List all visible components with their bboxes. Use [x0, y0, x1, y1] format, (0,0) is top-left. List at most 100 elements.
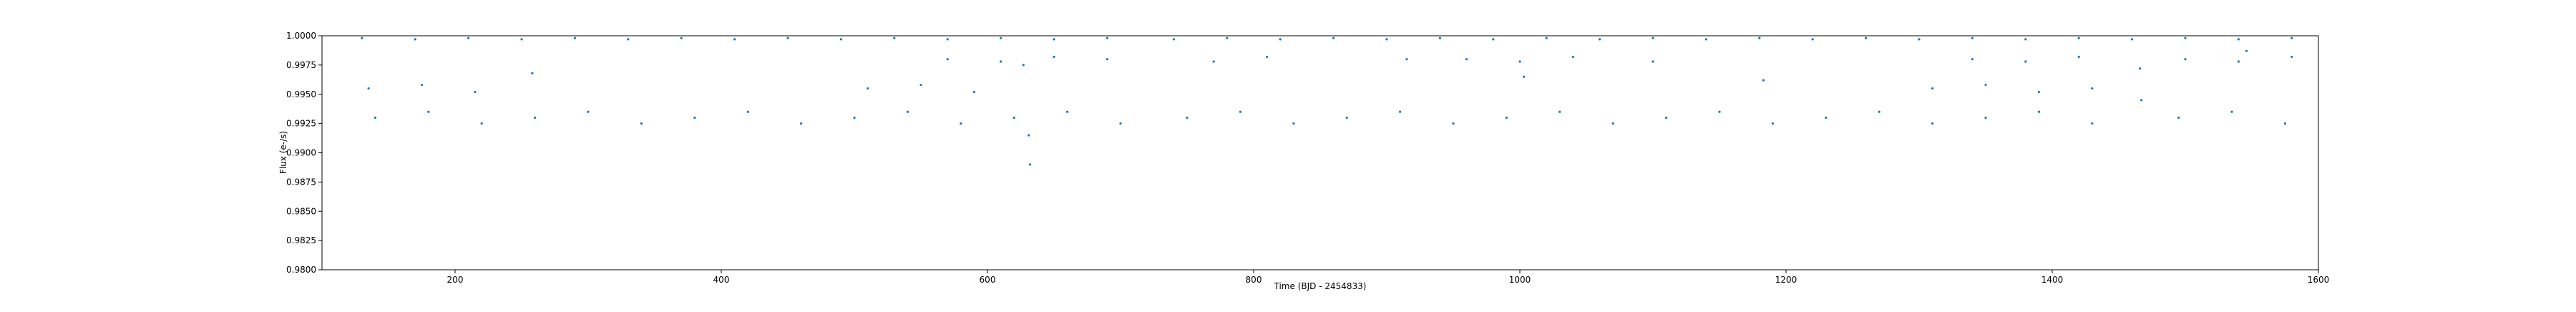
data-point: [1825, 116, 1828, 120]
data-point: [1652, 60, 1654, 63]
data-point: [1385, 38, 1388, 41]
data-point: [2184, 36, 2187, 39]
data-point: [2077, 36, 2080, 39]
data-point: [1279, 38, 1282, 41]
data-point: [1000, 60, 1002, 63]
data-point: [867, 87, 869, 90]
data-point: [786, 36, 789, 39]
data-point: [906, 110, 909, 113]
data-point: [1878, 110, 1880, 113]
data-point: [1558, 110, 1561, 113]
data-point: [2245, 49, 2248, 52]
data-point: [1053, 38, 1055, 41]
data-point: [1186, 116, 1189, 120]
data-point: [972, 90, 975, 94]
data-point: [1345, 116, 1348, 120]
data-point: [1028, 163, 1032, 166]
data-point: [2230, 110, 2233, 113]
data-point: [1984, 84, 1987, 87]
data-point: [1053, 55, 1055, 59]
data-point: [853, 116, 856, 120]
data-point: [2091, 122, 2094, 125]
data-point: [2037, 90, 2040, 94]
data-point: [1119, 122, 1122, 125]
y-tick-label: 0.9875: [286, 177, 316, 187]
data-point: [2091, 87, 2094, 90]
data-point: [1172, 38, 1175, 41]
data-point: [427, 110, 430, 113]
data-point: [2290, 36, 2293, 39]
data-point: [1226, 36, 1229, 39]
data-point: [1984, 116, 1987, 120]
data-point: [587, 110, 590, 113]
data-point: [1599, 38, 1601, 41]
data-point: [374, 116, 377, 120]
data-point: [534, 116, 537, 120]
data-point: [1013, 116, 1015, 120]
data-point: [2283, 122, 2287, 125]
data-point: [1758, 36, 1761, 39]
data-point: [1022, 64, 1025, 67]
data-point: [1665, 116, 1668, 120]
data-point: [1266, 55, 1269, 59]
data-point: [361, 36, 364, 39]
data-point: [1518, 60, 1521, 63]
y-tick-label: 0.9800: [286, 265, 316, 275]
data-point: [1492, 38, 1495, 41]
data-point: [420, 84, 424, 87]
y-tick-label: 0.9850: [286, 206, 316, 216]
data-point: [573, 36, 577, 39]
data-point: [1522, 75, 1526, 78]
data-point: [1771, 122, 1774, 125]
data-point: [640, 122, 643, 125]
data-point: [1292, 122, 1295, 125]
data-point: [1704, 38, 1707, 41]
data-point: [1762, 79, 1765, 82]
data-point: [1212, 60, 1215, 63]
data-point: [1066, 110, 1069, 113]
data-point: [1465, 58, 1468, 61]
data-point: [1865, 36, 1868, 39]
plot-frame: [321, 35, 2319, 270]
data-point: [2237, 60, 2240, 63]
data-point: [1399, 110, 1402, 113]
data-point: [1918, 38, 1921, 41]
data-point: [1405, 58, 1408, 61]
data-point: [960, 122, 962, 125]
data-point: [2237, 38, 2240, 41]
data-point: [1811, 38, 1814, 41]
data-point: [839, 38, 842, 41]
y-tick-label: 0.9950: [286, 89, 316, 99]
data-point: [2140, 99, 2143, 102]
data-point: [2024, 38, 2027, 41]
data-point: [531, 72, 534, 74]
data-point: [946, 38, 949, 41]
y-tick-label: 0.9975: [286, 60, 316, 70]
x-tick-label: 800: [1246, 275, 1262, 285]
data-point: [2077, 55, 2080, 59]
data-point: [946, 58, 949, 61]
data-point: [2290, 55, 2293, 59]
y-axis-label: Flux (e-/s): [278, 131, 288, 174]
x-tick-label: 600: [980, 275, 996, 285]
data-point: [893, 36, 896, 39]
x-tick-label: 1600: [2308, 275, 2330, 285]
data-point: [2024, 60, 2027, 63]
data-point: [1000, 36, 1002, 39]
data-point: [733, 38, 736, 41]
data-point: [919, 84, 922, 87]
y-tick-label: 1.0000: [286, 31, 316, 41]
data-point: [414, 38, 416, 41]
data-point: [520, 38, 523, 41]
data-point: [1971, 36, 1974, 39]
data-point: [1545, 36, 1548, 39]
data-point: [1239, 110, 1241, 113]
data-point: [1452, 122, 1455, 125]
data-point: [1028, 134, 1030, 137]
x-axis-label: Time (BJD - 2454833): [1274, 281, 1367, 291]
data-point: [1611, 122, 1614, 125]
data-point: [2037, 110, 2040, 113]
data-point: [1931, 122, 1934, 125]
data-point: [1505, 116, 1508, 120]
